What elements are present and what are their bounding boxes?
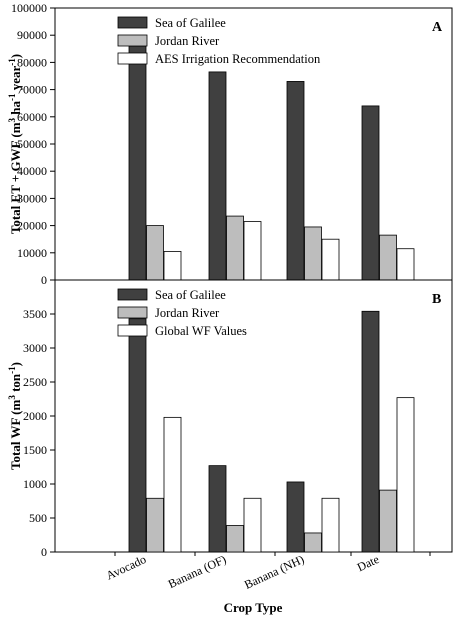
panel-b-letter: B	[432, 292, 441, 307]
panel-a-letter: A	[432, 20, 443, 35]
y-tick-label: 70000	[17, 83, 47, 97]
x-tick-label: Banana (NH)	[242, 552, 306, 592]
y-tick-label: 0	[41, 273, 47, 287]
y-tick-label: 0	[41, 545, 47, 559]
y-tick-label: 100000	[11, 1, 47, 15]
bar-aes-irrigation-recommendation-date	[396, 248, 415, 281]
y-tick-label: 90000	[17, 28, 47, 42]
y-tick-label: 2500	[23, 375, 47, 389]
bar-jordan-river-date	[379, 489, 397, 553]
bar-global-wf-values-avocado	[163, 416, 182, 553]
x-tick-label: Banana (OF)	[166, 552, 228, 591]
x-axis-tick-labels: Avocado Banana (OF) Banana (NH) Date	[104, 552, 431, 592]
bar-jordan-river-avocado	[146, 497, 164, 553]
bar-jordan-river-avocado	[146, 225, 164, 281]
bar-global-wf-values-banana-nh-	[321, 497, 340, 553]
y-tick-label: 50000	[17, 137, 47, 151]
y-tick-label: 1500	[23, 443, 47, 457]
panel-a-legend: Sea of Galilee Jordan River AES Irrigation…	[117, 16, 321, 66]
bar-sea-of-galilee-avocado	[128, 45, 147, 281]
bar-aes-irrigation-recommendation-avocado	[163, 251, 182, 281]
bar-sea-of-galilee-avocado	[128, 318, 147, 553]
y-tick-label: 3000	[23, 341, 47, 355]
legend-swatch	[117, 52, 148, 65]
legend-swatch	[117, 16, 148, 29]
bar-sea-of-galilee-date	[361, 310, 380, 553]
y-tick-label: 500	[29, 511, 47, 525]
bar-sea-of-galilee-banana-of-	[208, 71, 227, 281]
y-tick-label: 80000	[17, 55, 47, 69]
legend-swatch	[117, 306, 148, 319]
x-axis-title: Crop Type	[224, 600, 283, 615]
bar-global-wf-values-date	[396, 397, 415, 553]
y-tick-label: 30000	[17, 191, 47, 205]
y-tick-label: 2000	[23, 409, 47, 423]
x-tick-label: Avocado	[104, 552, 148, 583]
legend-swatch	[117, 324, 148, 337]
legend-label: Jordan River	[155, 306, 220, 320]
legend-label: Jordan River	[155, 34, 220, 48]
y-tick-label: 20000	[17, 219, 47, 233]
legend-label: AES Irrigation Recommendation	[155, 52, 321, 66]
legend-label: Sea of Galilee	[155, 16, 226, 30]
bar-aes-irrigation-recommendation-banana-nh-	[321, 238, 340, 281]
bar-jordan-river-banana-nh-	[304, 226, 322, 281]
panel-a-y-axis-title: Total ET + GWF (m3 ha-1 year-1)	[7, 54, 23, 234]
legend-label: Sea of Galilee	[155, 288, 226, 302]
panel-a: A 0 10000 20000 30000 40000 50000 60000 70000 80…	[7, 1, 453, 287]
legend-label: Global WF Values	[155, 324, 247, 338]
panel-b-legend: Sea of Galilee Jordan River Global WF Valu…	[117, 288, 247, 338]
y-tick-label: 1000	[23, 477, 47, 491]
bar-sea-of-galilee-banana-nh-	[286, 481, 305, 553]
y-tick-label: 40000	[17, 164, 47, 178]
y-tick-label: 10000	[17, 246, 47, 260]
legend-swatch	[117, 34, 148, 47]
legend-swatch	[117, 288, 148, 301]
bar-jordan-river-date	[379, 234, 397, 281]
bar-sea-of-galilee-banana-nh-	[286, 81, 305, 281]
bar-global-wf-values-banana-of-	[243, 497, 262, 553]
panel-a-y-ticks: 0 10000 20000 30000 40000 50000 60000 70000 8000…	[11, 1, 55, 287]
y-tick-label: 60000	[17, 110, 47, 124]
panel-b-bars	[128, 310, 415, 553]
panel-b: B 0 500 1000 1500 2000 2500 3000 3500 Sea of Ga…	[7, 279, 453, 559]
bar-jordan-river-banana-of-	[226, 525, 244, 553]
x-tick-label: Date	[355, 552, 381, 574]
bar-aes-irrigation-recommendation-banana-of-	[243, 221, 262, 281]
panel-b-y-axis-title: Total WF (m3 ton-1)	[7, 362, 23, 470]
bar-sea-of-galilee-banana-of-	[208, 465, 227, 553]
bar-jordan-river-banana-of-	[226, 215, 244, 281]
panel-b-y-ticks: 0 500 1000 1500 2000 2500 3000 3500	[23, 307, 55, 559]
panel-a-bars	[128, 45, 415, 281]
y-tick-label: 3500	[23, 307, 47, 321]
bar-jordan-river-banana-nh-	[304, 532, 322, 553]
bar-sea-of-galilee-date	[361, 105, 380, 281]
